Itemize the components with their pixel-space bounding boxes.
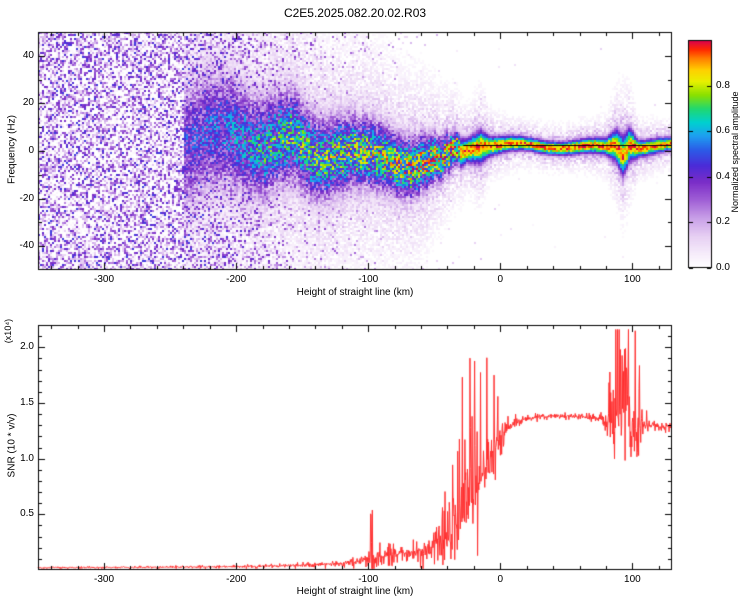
colorbar-tick-label: 0.6	[716, 125, 730, 137]
colorbar-tick-label: 0.0	[716, 262, 730, 273]
bottom-x-tick-label: -200	[226, 574, 247, 585]
bottom-y-tick-label: 1.0	[20, 452, 34, 464]
bottom-x-tick-label: -300	[94, 574, 115, 585]
bottom-y-tick-label: 0.5	[20, 508, 34, 520]
bottom-xaxis-label: Height of straight line (km)	[296, 586, 414, 597]
top-x-tick-label: -100	[358, 274, 379, 285]
bottom-x-tick-label: 100	[624, 574, 641, 585]
top-x-tick-label: -200	[226, 274, 247, 285]
bottom-x-tick-label: 0	[497, 574, 504, 585]
colorbar-tick-label: 0.4	[716, 170, 730, 182]
top-x-tick-label: 0	[497, 274, 504, 285]
top-xaxis-label: Height of straight line (km)	[296, 287, 414, 298]
top-y-tick-label: 0	[28, 145, 34, 156]
top-y-tick-label: -20	[19, 192, 34, 204]
bottom-y-tick-label: 1.5	[20, 396, 34, 408]
top-y-tick-label: 20	[22, 97, 34, 109]
figure-title: C2E5.2025.082.20.02.R03	[283, 6, 427, 20]
top-x-tick-label: -300	[94, 274, 115, 285]
top-x-tick-label: 100	[624, 274, 641, 285]
bottom-x-tick-label: -100	[358, 574, 379, 585]
bottom-y-tick-label: 2.0	[20, 341, 34, 353]
top-y-tick-label: -40	[19, 240, 34, 252]
colorbar-tick-label: 0.8	[716, 79, 730, 91]
colorbar-tick-label: 0.2	[716, 216, 730, 228]
top-y-tick-label: 40	[22, 49, 34, 61]
